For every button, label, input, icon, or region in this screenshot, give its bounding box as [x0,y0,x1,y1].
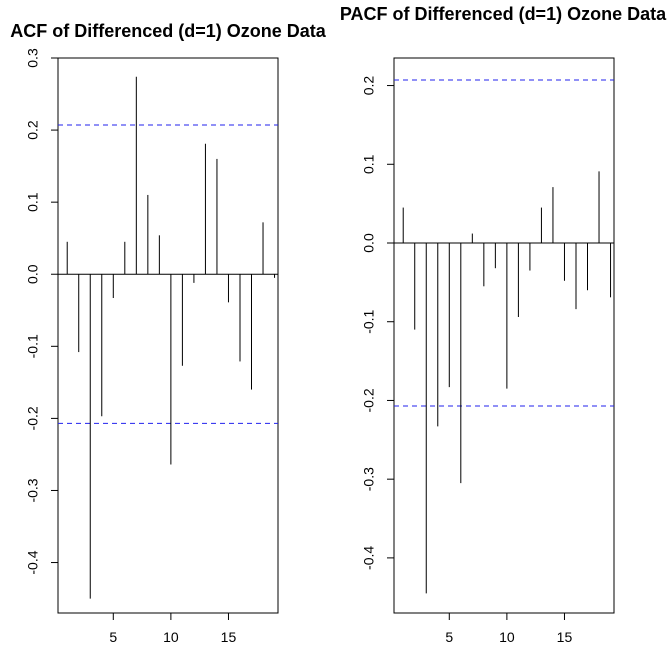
pacf-x-tick-label: 10 [499,629,515,645]
pacf-title: PACF of Differenced (d=1) Ozone Data [340,4,667,24]
acf-x-tick-label: 5 [109,629,117,645]
acf-x-tick-label: 15 [221,629,237,645]
acf-y-tick-label: -0.1 [25,334,41,358]
pacf-y-tick-label: 0.1 [361,154,377,174]
pacf-y-tick-label: -0.1 [361,309,377,333]
pacf-y-tick-label: -0.3 [361,467,377,491]
acf-y-tick-label: -0.3 [25,478,41,502]
pacf-x-tick-label: 5 [445,629,453,645]
pacf-y-tick-label: -0.4 [361,546,377,570]
acf-title: ACF of Differenced (d=1) Ozone Data [10,21,327,41]
pacf-plot-frame [393,57,615,614]
pacf-x-tick-label: 15 [557,629,573,645]
acf-y-tick-label: -0.4 [25,550,41,574]
pacf-panel: PACF of Differenced (d=1) Ozone Data -0.4… [340,4,667,645]
acf-x-tick-label: 10 [163,629,179,645]
pacf-y-tick-label: -0.2 [361,388,377,412]
pacf-y-tick-label: 0.0 [361,233,377,253]
acf-y-tick-label: 0.0 [25,264,41,284]
acf-y-tick-label: -0.2 [25,406,41,430]
acf-plot-frame [57,57,279,614]
acf-y-tick-label: 0.1 [25,192,41,212]
acf-y-tick-label: 0.3 [25,48,41,68]
acf-panel: ACF of Differenced (d=1) Ozone Data -0.4 -… [10,21,327,645]
pacf-y-tick-label: 0.2 [361,76,377,96]
acf-y-tick-label: 0.2 [25,120,41,140]
